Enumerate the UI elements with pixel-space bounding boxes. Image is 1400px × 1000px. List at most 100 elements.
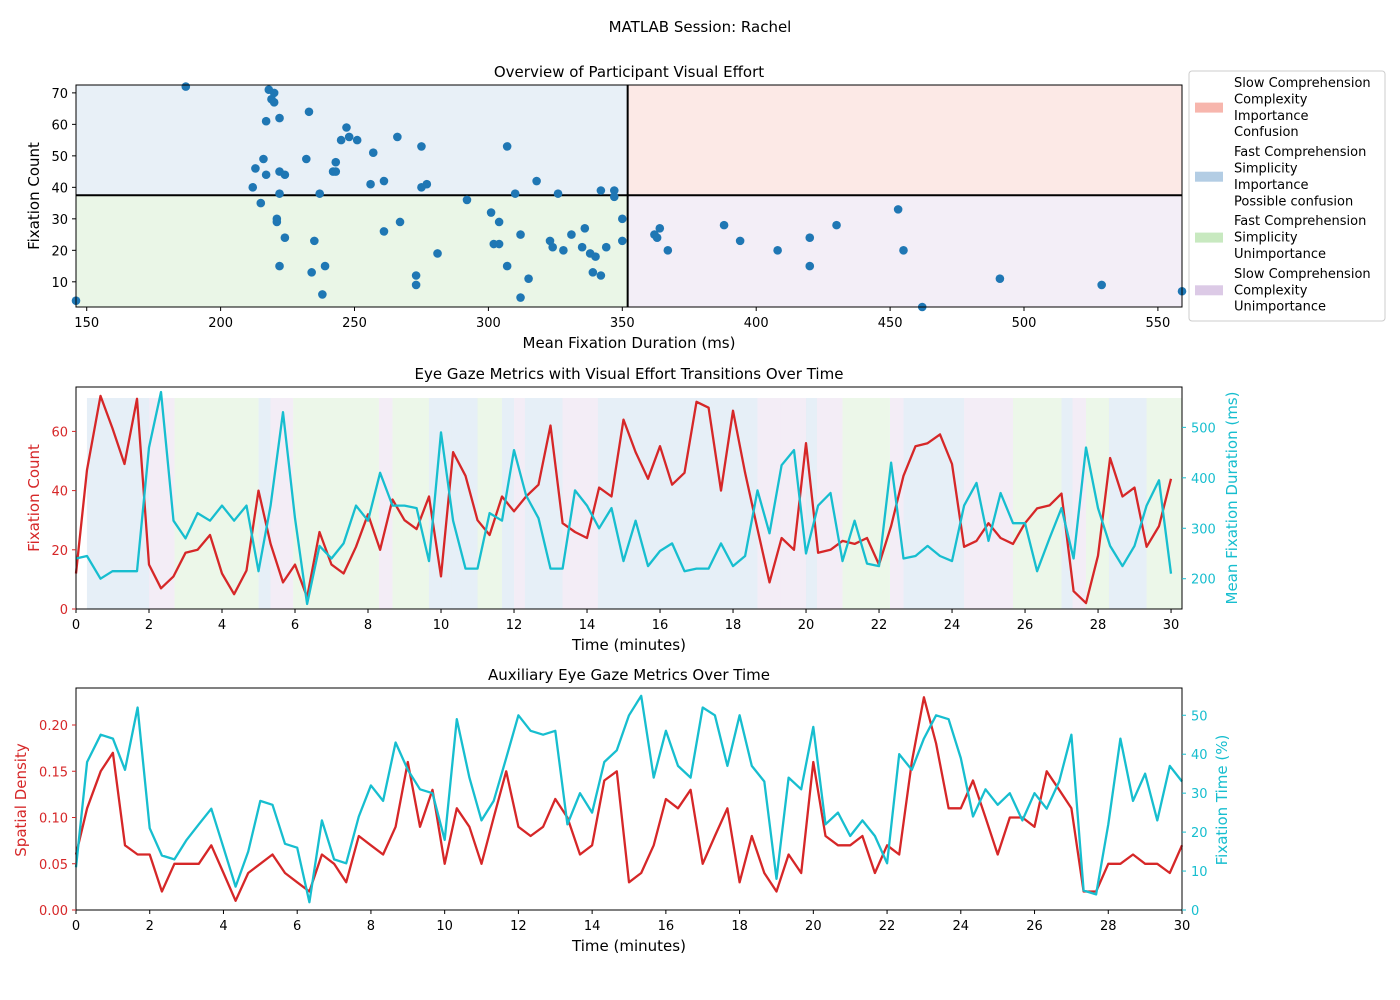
x-tick-label: 200 — [208, 316, 233, 331]
scatter-point — [899, 246, 908, 255]
legend-label: Simplicity — [1234, 231, 1298, 246]
scatter-point — [486, 208, 496, 217]
scatter-point — [366, 179, 375, 189]
legend-swatch-slow-unimportance — [1195, 285, 1223, 296]
x-tick-label: 8 — [367, 919, 375, 934]
y2-tick-label: 20 — [1191, 826, 1208, 841]
quadrant-regions — [76, 85, 1182, 307]
scatter-point — [433, 249, 442, 258]
legend-label: Complexity — [1234, 283, 1308, 298]
legend-label: Confusion — [1234, 125, 1299, 140]
effort-band — [477, 398, 502, 609]
scatter-point — [417, 142, 426, 151]
scatter-point — [596, 186, 606, 195]
x-tick-label: 20 — [798, 618, 815, 633]
fixation-count-line — [74, 394, 1173, 605]
y2-tick-label: 0 — [1191, 904, 1199, 919]
y-tick-label: 0.10 — [39, 812, 68, 827]
auxiliary-panel: 0 2 4 6 8 10 12 14 16 18 20 22 24 26 28 300.000.050.100… — [12, 666, 1231, 955]
effort-band — [562, 398, 598, 609]
scatter-point — [548, 242, 557, 252]
y-tick-label: 0 — [60, 603, 68, 618]
y2-tick-label: 400 — [1191, 472, 1216, 487]
effort-band — [392, 398, 429, 609]
scatter-point — [280, 170, 290, 180]
x-tick-label: 16 — [658, 919, 675, 934]
y-tick-label: 50 — [51, 150, 68, 165]
scatter-point — [580, 223, 590, 233]
effort-band — [597, 398, 758, 609]
y2-tick-label: 30 — [1191, 787, 1208, 802]
legend-label: Slow Comprehension — [1234, 267, 1371, 282]
x-tick-label: 24 — [953, 919, 970, 934]
x-tick-label: 400 — [744, 316, 769, 331]
y-tick-label: 30 — [51, 213, 68, 228]
scatter-point — [567, 230, 576, 239]
scatter-point — [395, 217, 405, 227]
y-tick-label: 0.20 — [39, 719, 68, 734]
y2-tick-label: 500 — [1191, 421, 1216, 436]
scatter-point — [393, 132, 402, 142]
x-tick-label: 6 — [293, 919, 301, 934]
scatter-point — [553, 189, 563, 198]
x-tick-label: 8 — [364, 618, 372, 633]
auxiliary-lines — [74, 694, 1184, 904]
scatter-point — [275, 189, 284, 198]
scatter-point — [248, 183, 258, 192]
legend-label: Unimportance — [1234, 300, 1326, 315]
x-tick-label: 14 — [584, 919, 601, 934]
scatter-point — [618, 214, 627, 224]
scatter-point — [609, 186, 619, 195]
legend-label: Unimportance — [1234, 247, 1326, 262]
timeline-y2label: Mean Fixation Duration (ms) — [1223, 392, 1241, 605]
scatter-point — [272, 217, 282, 227]
legend-swatch-fast-confusion — [1195, 171, 1223, 182]
legend-label: Simplicity — [1234, 162, 1298, 177]
timeline-panel: 0 2 4 6 8 10 12 14 16 18 20 22 24 26 28 300204060200300… — [25, 365, 1241, 654]
timeline-axes: 0 2 4 6 8 10 12 14 16 18 20 22 24 26 28 300204060200300… — [51, 386, 1216, 633]
legend-label: Importance — [1234, 109, 1309, 124]
duration-line — [75, 390, 1173, 606]
scatter-point — [663, 246, 673, 255]
scatter-point — [618, 236, 627, 246]
scatter-point — [251, 164, 260, 173]
scatter-point — [805, 233, 815, 243]
x-tick-label: 2 — [145, 618, 153, 633]
scatter-point — [269, 98, 279, 107]
x-tick-label: 20 — [805, 919, 822, 934]
scatter-point — [331, 167, 341, 176]
region-fast-unimportance — [76, 195, 628, 307]
legend-swatch-slow-confusion — [1195, 102, 1223, 113]
x-tick-label: 250 — [342, 316, 367, 331]
scatter-point — [302, 154, 311, 164]
scatter-point — [310, 236, 319, 246]
y-tick-label: 40 — [51, 181, 68, 196]
scatter-point — [259, 154, 268, 164]
x-tick-label: 18 — [725, 618, 742, 633]
scatter-point — [379, 176, 389, 186]
x-tick-label: 22 — [871, 618, 888, 633]
timeline-frame — [75, 386, 1183, 610]
scatter-point — [655, 223, 665, 233]
scatter-point — [516, 293, 525, 302]
legend-label: Importance — [1234, 178, 1309, 193]
effort-bands — [86, 398, 1182, 609]
x-tick-label: 22 — [879, 919, 896, 934]
effort-band — [780, 398, 807, 609]
scatter-point — [344, 132, 354, 142]
scatter-point — [342, 123, 351, 132]
effort-band — [1061, 398, 1073, 609]
x-tick-label: 300 — [476, 316, 501, 331]
scatter-point — [502, 261, 512, 271]
x-tick-label: 30 — [1174, 919, 1191, 934]
scatter-point — [336, 135, 346, 145]
scatter-panel: 150 200 250 300 350 400 450 500 550 10 20 30 40 50 60 7… — [25, 63, 1187, 352]
scatter-point — [304, 107, 314, 117]
scatter-point — [379, 227, 389, 236]
scatter-point — [307, 268, 316, 277]
x-tick-label: 350 — [610, 316, 635, 331]
x-tick-label: 0 — [72, 618, 80, 633]
x-tick-label: 500 — [1012, 316, 1037, 331]
scatter-point — [331, 157, 341, 167]
scatter-point — [352, 135, 362, 145]
